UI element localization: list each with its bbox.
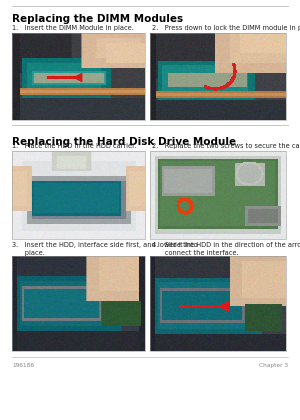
Text: Replacing the Hard Disk Drive Module: Replacing the Hard Disk Drive Module bbox=[12, 137, 236, 147]
Bar bbox=[150, 151, 286, 239]
Bar bbox=[12, 256, 145, 351]
Text: Chapter 3: Chapter 3 bbox=[259, 363, 288, 368]
Text: 196186: 196186 bbox=[12, 363, 34, 368]
Bar bbox=[12, 33, 145, 120]
Text: 2.   Press down to lock the DIMM module in place.: 2. Press down to lock the DIMM module in… bbox=[152, 25, 300, 31]
Bar bbox=[12, 151, 145, 239]
Text: 3.   Insert the HDD, interface side first, and lower it into
      place.: 3. Insert the HDD, interface side first,… bbox=[12, 242, 198, 256]
Text: 4.   Slide the HDD in the direction of the arrow to
      connect the interface.: 4. Slide the HDD in the direction of the… bbox=[152, 242, 300, 256]
Text: 2.   Replace the two screws to secure the carrier.: 2. Replace the two screws to secure the … bbox=[152, 143, 300, 149]
Text: Replacing the DIMM Modules: Replacing the DIMM Modules bbox=[12, 14, 183, 24]
Text: 1.   Place the HDD in the HDD carrier.: 1. Place the HDD in the HDD carrier. bbox=[12, 143, 136, 149]
Bar bbox=[150, 33, 286, 120]
Bar bbox=[150, 256, 286, 351]
Text: 1.   Insert the DIMM Module in place.: 1. Insert the DIMM Module in place. bbox=[12, 25, 134, 31]
